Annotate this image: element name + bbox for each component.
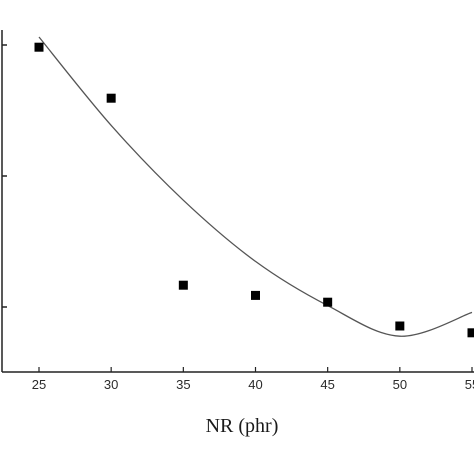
fit-curve xyxy=(38,36,473,337)
x-tick-label: 40 xyxy=(248,377,262,392)
data-point xyxy=(323,297,333,307)
data-point xyxy=(467,328,474,338)
x-tick-label: 25 xyxy=(32,377,46,392)
x-tick-labels: 25 30 35 40 45 50 55 xyxy=(32,377,474,392)
data-points xyxy=(34,42,474,338)
data-point xyxy=(34,42,44,52)
x-tick-label: 45 xyxy=(320,377,334,392)
data-point xyxy=(106,93,116,103)
data-point xyxy=(251,290,260,300)
x-tick-label: 50 xyxy=(393,377,407,392)
data-point xyxy=(178,280,188,290)
data-point xyxy=(395,321,405,331)
axes xyxy=(1,30,474,373)
x-tick-label: 35 xyxy=(176,377,190,392)
fit-curve-layer xyxy=(38,36,473,337)
x-axis-title: NR (phr) xyxy=(206,415,279,437)
x-tick-label: 30 xyxy=(104,377,118,392)
x-tick-label: 55 xyxy=(465,377,474,392)
